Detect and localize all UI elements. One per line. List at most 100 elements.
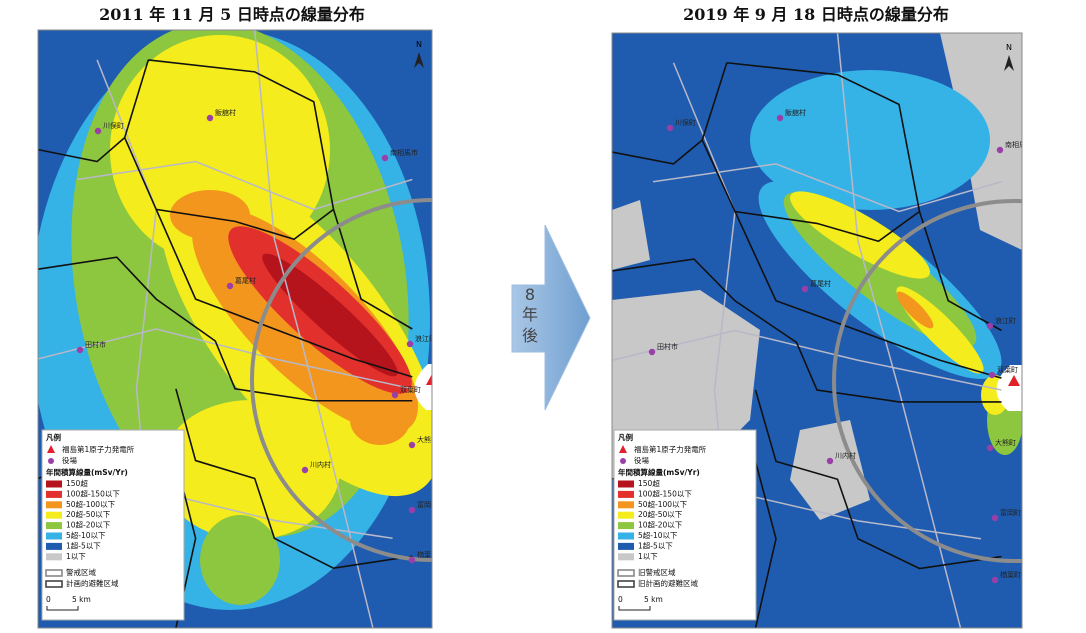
boundary bbox=[332, 209, 413, 330]
place-label: 川俣町 bbox=[103, 121, 124, 130]
plant-marker bbox=[426, 374, 432, 385]
legend-label: 福島第1原子力発電所 bbox=[634, 444, 707, 454]
dose-area bbox=[790, 420, 870, 520]
place-label: 飯舘村 bbox=[785, 108, 806, 117]
legend-label: 50超-100以下 bbox=[638, 500, 688, 509]
legend-label: 1以下 bbox=[638, 552, 658, 561]
legend-label: 150超 bbox=[638, 479, 660, 488]
boundary bbox=[175, 388, 413, 570]
arrow-shape bbox=[511, 224, 591, 411]
road bbox=[77, 160, 413, 211]
place-label: 飯舘村 bbox=[215, 108, 236, 117]
legend-label: 1以下 bbox=[66, 552, 86, 561]
dose-area bbox=[200, 515, 280, 605]
place-label: 浪江町 bbox=[995, 316, 1016, 325]
legend-swatch bbox=[46, 553, 62, 561]
scale-label: 0 bbox=[618, 595, 623, 604]
office-marker bbox=[408, 506, 416, 514]
dose-area bbox=[612, 200, 650, 270]
legend-office bbox=[620, 458, 626, 464]
arrow-text: 後 bbox=[522, 326, 538, 345]
legend-zone bbox=[45, 580, 63, 588]
map-frame bbox=[611, 32, 1023, 629]
office-marker bbox=[986, 444, 994, 452]
scale-bar bbox=[46, 606, 79, 611]
legend-label: 20超-50以下 bbox=[66, 510, 111, 519]
place-label: 葛尾村 bbox=[235, 276, 256, 285]
dose-area bbox=[750, 70, 990, 210]
boundary bbox=[701, 61, 921, 243]
legend-swatch bbox=[618, 501, 634, 509]
place-label: 南相馬市 bbox=[390, 148, 418, 157]
legend-label: 年間積算線量(mSv/Yr) bbox=[46, 467, 128, 477]
legend-label: 100超-150以下 bbox=[638, 489, 692, 498]
place-label: 川内村 bbox=[310, 460, 331, 469]
office-marker bbox=[381, 154, 389, 162]
place-label: 楢葉町 bbox=[1000, 570, 1021, 579]
legend-label: 1超-5以下 bbox=[638, 541, 673, 550]
legend-swatch bbox=[618, 542, 634, 550]
legend-label: 警戒区域 bbox=[66, 567, 96, 577]
legend-label: 旧警戒区域 bbox=[638, 567, 676, 577]
place-label: 葛尾村 bbox=[810, 279, 831, 288]
legend-label: 5超-10以下 bbox=[638, 531, 678, 540]
boundary bbox=[123, 59, 335, 241]
arrow-text: 8 bbox=[525, 285, 535, 304]
map-frame bbox=[37, 29, 433, 629]
office-marker bbox=[996, 146, 1004, 154]
legend-label: 100超-150以下 bbox=[66, 489, 120, 498]
office-marker bbox=[776, 114, 784, 122]
legend-label: 年間積算線量(mSv/Yr) bbox=[618, 467, 700, 477]
dose-area bbox=[262, 253, 398, 377]
legend-label: 福島第1原子力発電所 bbox=[62, 444, 135, 454]
legend-label: 役場 bbox=[62, 455, 77, 465]
road bbox=[652, 163, 1002, 213]
zone-circle bbox=[832, 199, 1022, 563]
road bbox=[836, 33, 962, 628]
office-marker bbox=[301, 466, 309, 474]
place-label: 田村市 bbox=[85, 340, 106, 349]
office-marker bbox=[988, 371, 996, 379]
office-marker bbox=[391, 391, 399, 399]
legend-box bbox=[41, 429, 185, 621]
legend-plant bbox=[619, 445, 627, 453]
road bbox=[38, 328, 413, 390]
legend-swatch bbox=[618, 553, 634, 561]
place-label: 楢葉町 bbox=[417, 550, 438, 559]
road bbox=[612, 329, 1002, 391]
legend-swatch bbox=[46, 522, 62, 530]
legend-swatch bbox=[46, 532, 62, 540]
place-label: 川内村 bbox=[835, 451, 856, 460]
place-label: 富岡町 bbox=[1000, 508, 1021, 517]
office-marker bbox=[408, 556, 416, 564]
plant-marker bbox=[1008, 375, 1020, 386]
legend-label: 10超-20以下 bbox=[66, 521, 111, 530]
boundary bbox=[918, 211, 1002, 332]
legend-title: 凡例 bbox=[46, 432, 61, 442]
legend-office bbox=[48, 458, 54, 464]
office-marker bbox=[666, 124, 674, 132]
dose-area bbox=[896, 291, 934, 329]
right-title: 2019 年 9 月 18 日時点の線量分布 bbox=[683, 5, 949, 24]
office-marker bbox=[76, 346, 84, 354]
dose-area bbox=[790, 191, 930, 279]
legend-label: 1超-5以下 bbox=[66, 541, 101, 550]
office-marker bbox=[826, 457, 834, 465]
arrow: 8 年 後 bbox=[511, 224, 591, 411]
legend-swatch bbox=[618, 480, 634, 488]
north-label: N bbox=[416, 40, 422, 49]
scale-label: 0 bbox=[46, 595, 51, 604]
office-marker bbox=[206, 114, 214, 122]
legend-swatch bbox=[46, 480, 62, 488]
north-arrow bbox=[414, 52, 424, 68]
scale-bar bbox=[618, 606, 651, 611]
scale-label: 5 km bbox=[72, 595, 91, 604]
scale-label: 5 km bbox=[644, 595, 663, 604]
legend-plant bbox=[47, 445, 55, 453]
legend-swatch bbox=[46, 511, 62, 519]
place-label: 田村市 bbox=[657, 342, 678, 351]
legend-swatch bbox=[618, 532, 634, 540]
place-label: 富岡町 bbox=[417, 500, 438, 509]
